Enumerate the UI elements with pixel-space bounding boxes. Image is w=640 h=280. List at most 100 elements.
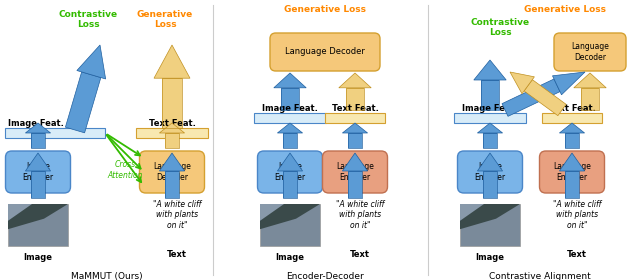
Polygon shape	[559, 123, 584, 133]
Polygon shape	[277, 153, 303, 171]
Bar	[348, 133, 362, 148]
Bar	[483, 171, 497, 198]
Bar	[346, 88, 364, 110]
Text: "A white cliff
with plants
on it": "A white cliff with plants on it"	[336, 200, 384, 230]
Polygon shape	[342, 153, 367, 171]
FancyBboxPatch shape	[257, 151, 323, 193]
Polygon shape	[274, 73, 306, 88]
Text: Contrastive
Loss: Contrastive Loss	[58, 10, 118, 29]
Bar	[325, 113, 385, 123]
Text: "A white cliff
with plants
on it": "A white cliff with plants on it"	[153, 200, 201, 230]
FancyBboxPatch shape	[540, 151, 605, 193]
Polygon shape	[8, 204, 68, 229]
Bar	[162, 78, 182, 128]
Polygon shape	[510, 72, 534, 94]
FancyBboxPatch shape	[6, 151, 70, 193]
Bar	[31, 171, 45, 198]
Polygon shape	[339, 73, 371, 88]
Polygon shape	[342, 123, 367, 133]
Bar	[483, 171, 497, 198]
Polygon shape	[477, 153, 502, 171]
Text: Language
Decoder: Language Decoder	[571, 42, 609, 62]
Bar	[283, 133, 297, 148]
Text: Image
Encoder: Image Encoder	[474, 162, 506, 182]
Bar	[565, 133, 579, 148]
Bar	[581, 88, 599, 110]
FancyBboxPatch shape	[270, 33, 380, 71]
Text: Image
Encoder: Image Encoder	[22, 162, 54, 182]
Bar	[283, 171, 297, 198]
Polygon shape	[460, 204, 520, 229]
Bar	[483, 133, 497, 148]
Bar	[281, 88, 299, 110]
Polygon shape	[26, 153, 51, 171]
Bar	[565, 171, 579, 198]
Polygon shape	[8, 204, 32, 221]
Text: Language
Decoder: Language Decoder	[153, 162, 191, 182]
Polygon shape	[460, 204, 484, 221]
Text: Image
Encoder: Image Encoder	[275, 162, 305, 182]
Text: Text Feat.: Text Feat.	[548, 104, 595, 113]
Bar	[483, 133, 497, 148]
Text: Encoder-Decoder: Encoder-Decoder	[286, 272, 364, 280]
Bar	[454, 113, 526, 123]
Polygon shape	[26, 123, 51, 133]
Text: "A white cliff
with plants
on it": "A white cliff with plants on it"	[553, 200, 601, 230]
Text: Generative Loss: Generative Loss	[284, 5, 366, 14]
Text: Text: Text	[167, 250, 187, 259]
Bar	[136, 128, 208, 138]
Bar	[348, 171, 362, 198]
Bar	[348, 171, 362, 198]
Bar	[165, 171, 179, 198]
FancyBboxPatch shape	[140, 151, 205, 193]
Polygon shape	[159, 123, 184, 133]
Bar	[165, 133, 179, 148]
FancyBboxPatch shape	[458, 151, 522, 193]
Polygon shape	[552, 72, 585, 95]
Polygon shape	[260, 204, 320, 229]
Bar	[8, 204, 68, 246]
Text: Image: Image	[24, 253, 52, 262]
Text: Text: Text	[567, 250, 587, 259]
Bar	[581, 88, 599, 110]
Bar	[165, 133, 179, 148]
Text: Generative Loss: Generative Loss	[524, 5, 606, 14]
Bar	[460, 204, 520, 246]
Text: Text Feat.: Text Feat.	[332, 104, 378, 113]
Text: Image Feat.: Image Feat.	[462, 104, 518, 113]
Bar	[5, 128, 105, 138]
Text: Language
Encoder: Language Encoder	[336, 162, 374, 182]
Text: Generative
Loss: Generative Loss	[137, 10, 193, 29]
Bar	[348, 133, 362, 148]
Bar	[542, 113, 602, 123]
Polygon shape	[260, 204, 284, 221]
Text: Text: Text	[350, 250, 370, 259]
Polygon shape	[474, 60, 506, 80]
Bar	[31, 133, 45, 148]
Bar	[481, 80, 499, 110]
Bar	[254, 113, 326, 123]
Bar	[565, 171, 579, 198]
Polygon shape	[574, 73, 606, 88]
FancyBboxPatch shape	[323, 151, 387, 193]
Polygon shape	[159, 153, 184, 171]
Polygon shape	[77, 45, 106, 79]
Bar	[565, 133, 579, 148]
Polygon shape	[559, 153, 584, 171]
Bar	[260, 204, 320, 246]
Polygon shape	[65, 72, 101, 133]
Bar	[165, 171, 179, 198]
Bar	[31, 171, 45, 198]
Polygon shape	[502, 79, 560, 116]
Text: Language
Encoder: Language Encoder	[553, 162, 591, 182]
Text: Language Decoder: Language Decoder	[285, 48, 365, 57]
Text: Image: Image	[476, 253, 504, 262]
Bar	[346, 88, 364, 110]
Text: Cross
Attention: Cross Attention	[108, 160, 143, 180]
Text: Contrastive
Loss: Contrastive Loss	[470, 18, 529, 38]
Text: Text Feat.: Text Feat.	[148, 119, 195, 128]
Polygon shape	[524, 80, 566, 116]
Bar	[481, 80, 499, 110]
Bar	[283, 133, 297, 148]
Text: Contrastive Alignment
and Captioning: Contrastive Alignment and Captioning	[489, 272, 591, 280]
